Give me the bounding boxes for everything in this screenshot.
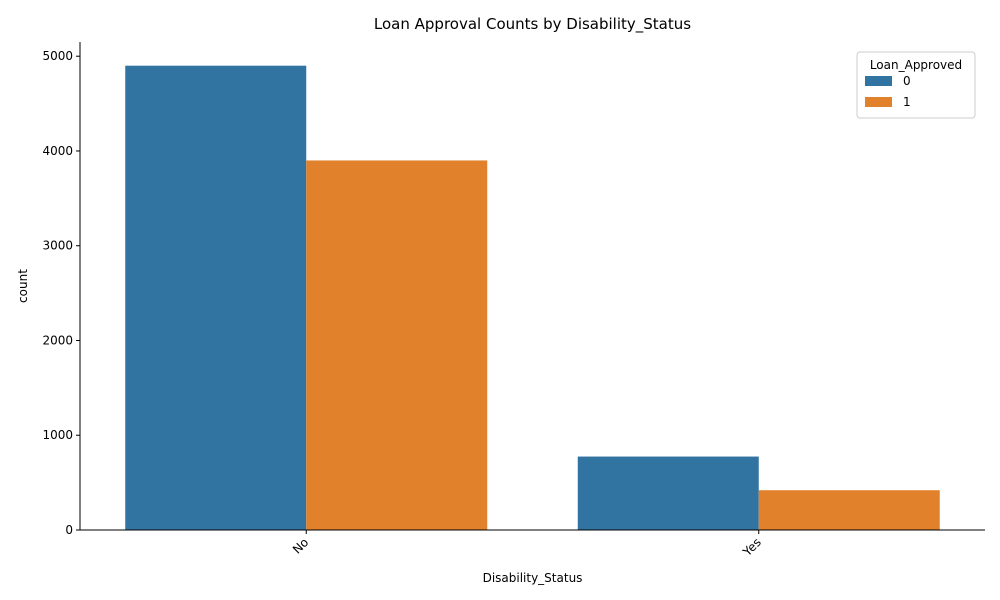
- y-tick-label: 0: [65, 523, 73, 537]
- chart-title: Loan Approval Counts by Disability_Statu…: [374, 15, 691, 34]
- y-tick-label: 3000: [42, 239, 73, 253]
- legend-label-0: 0: [903, 74, 911, 88]
- bar-yes-series-1: [758, 490, 940, 530]
- legend-swatch-0: [865, 76, 892, 86]
- y-axis-label: count: [16, 269, 30, 303]
- legend-title: Loan_Approved: [870, 58, 962, 72]
- legend-label-1: 1: [903, 95, 911, 109]
- bar-yes-series-0: [577, 456, 759, 530]
- y-tick-label: 1000: [42, 428, 73, 442]
- y-ticks-group: 0 1000 2000 3000 4000 5000: [42, 49, 80, 537]
- bar-no-series-0: [125, 65, 307, 530]
- y-tick-label: 5000: [42, 49, 73, 63]
- legend-swatch-1: [865, 97, 892, 107]
- axes-frame: [79, 42, 985, 531]
- bars-group: [125, 65, 940, 531]
- x-axis-label: Disability_Status: [483, 571, 583, 585]
- legend-entries: 01: [865, 74, 911, 109]
- y-tick-label: 4000: [42, 144, 73, 158]
- legend: Loan_Approved 01: [856, 51, 976, 119]
- y-tick-label: 2000: [42, 333, 73, 347]
- bar-no-series-1: [306, 160, 488, 531]
